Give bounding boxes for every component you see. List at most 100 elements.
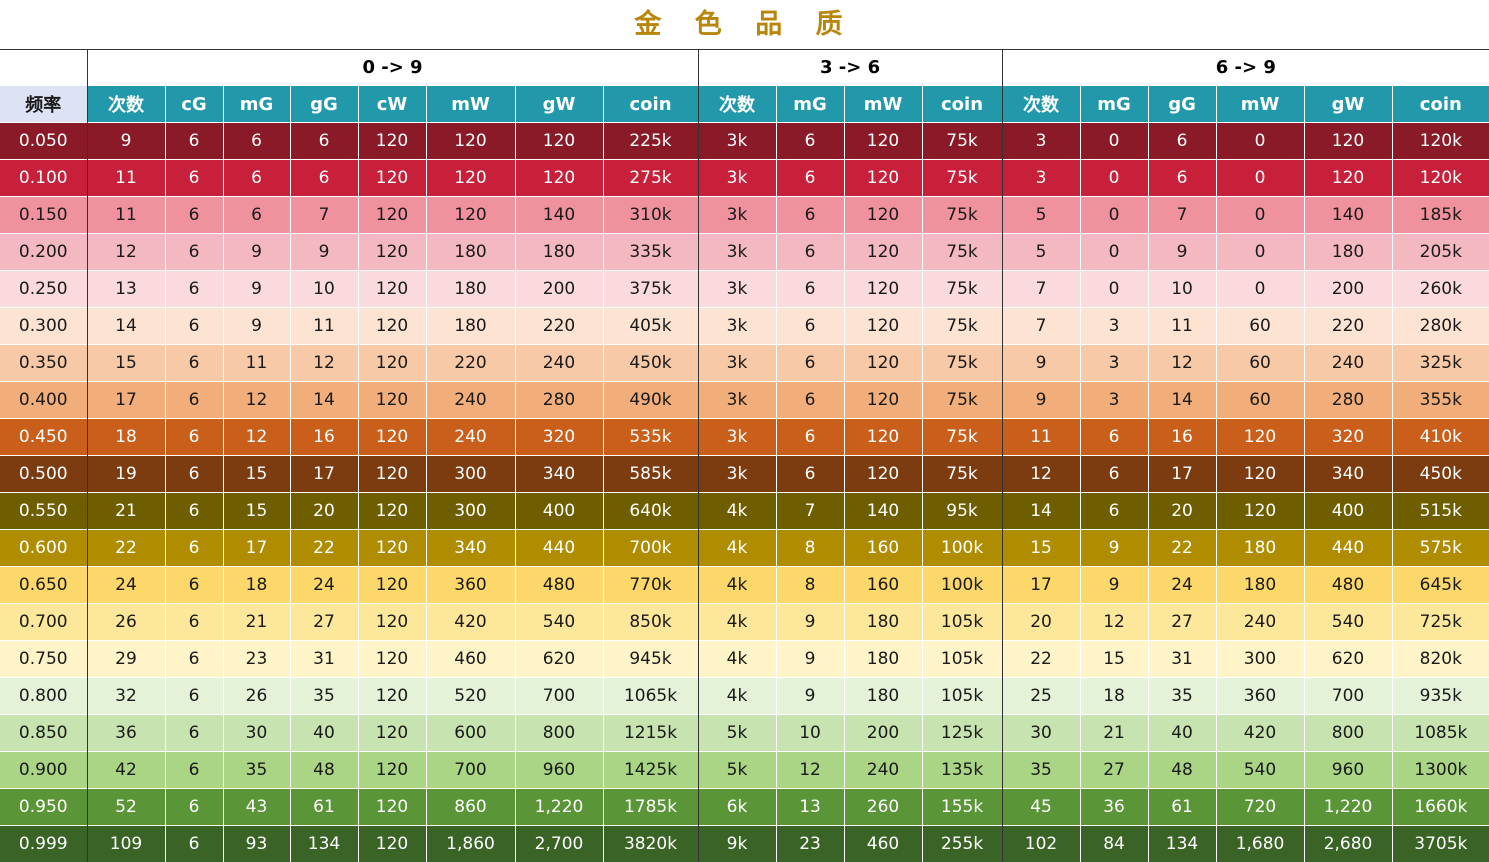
table-cell: 6 [1148, 123, 1216, 160]
table-cell: 75k [922, 271, 1002, 308]
table-cell: 18 [87, 419, 165, 456]
table-cell: 17 [290, 456, 358, 493]
table-cell: 6 [776, 197, 844, 234]
table-cell: 3k [698, 197, 776, 234]
rate-cell: 0.350 [0, 345, 87, 382]
table-cell: 25 [1002, 678, 1080, 715]
table-cell: 120 [844, 271, 922, 308]
table-cell: 2,700 [515, 826, 603, 862]
table-cell: 850k [603, 604, 698, 641]
table-cell: 120 [358, 345, 426, 382]
table-cell: 18 [1080, 678, 1148, 715]
table-cell: 3k [698, 234, 776, 271]
table-cell: 6 [223, 123, 290, 160]
column-header: 次数 [698, 86, 776, 123]
table-cell: 0 [1216, 160, 1304, 197]
table-cell: 2,680 [1304, 826, 1392, 862]
table-cell: 6 [290, 160, 358, 197]
table-cell: 160 [844, 567, 922, 604]
table-cell: 9 [1148, 234, 1216, 271]
table-cell: 9 [223, 271, 290, 308]
table-cell: 140 [515, 197, 603, 234]
table-cell: 120 [844, 456, 922, 493]
table-cell: 43 [223, 789, 290, 826]
table-cell: 7 [1002, 271, 1080, 308]
table-cell: 340 [515, 456, 603, 493]
table-cell: 225k [603, 123, 698, 160]
table-cell: 14 [87, 308, 165, 345]
table-cell: 120 [358, 678, 426, 715]
table-cell: 200 [844, 715, 922, 752]
table-cell: 480 [515, 567, 603, 604]
table-cell: 4k [698, 678, 776, 715]
table-cell: 9 [776, 641, 844, 678]
rate-cell: 0.800 [0, 678, 87, 715]
table-cell: 10 [290, 271, 358, 308]
table-cell: 1,680 [1216, 826, 1304, 862]
table-cell: 120 [844, 345, 922, 382]
table-cell: 3 [1002, 123, 1080, 160]
table-cell: 134 [290, 826, 358, 862]
corner-cell [0, 50, 87, 86]
table-cell: 3 [1080, 308, 1148, 345]
table-cell: 300 [426, 456, 515, 493]
table-cell: 120 [358, 567, 426, 604]
table-cell: 6 [165, 197, 223, 234]
table-cell: 440 [1304, 530, 1392, 567]
table-cell: 6 [165, 530, 223, 567]
table-cell: 6 [165, 678, 223, 715]
group-label-3-6: 3 -> 6 [698, 50, 1002, 86]
table-cell: 280k [1392, 308, 1489, 345]
table-cell: 120 [358, 789, 426, 826]
table-cell: 280 [1304, 382, 1392, 419]
table-cell: 17 [87, 382, 165, 419]
table-cell: 35 [1002, 752, 1080, 789]
table-cell: 12 [776, 752, 844, 789]
table-cell: 220 [1304, 308, 1392, 345]
table-cell: 120 [358, 197, 426, 234]
rate-column-header: 频率 [0, 86, 87, 123]
table-cell: 240 [1216, 604, 1304, 641]
table-cell: 60 [1216, 308, 1304, 345]
table-cell: 6 [776, 308, 844, 345]
table-cell: 300 [1216, 641, 1304, 678]
column-header-row: 频率 次数 cG mG gG cW mW gW coin 次数 mG mW co… [0, 86, 1489, 123]
table-cell: 120 [426, 197, 515, 234]
table-cell: 960 [1304, 752, 1392, 789]
table-cell: 6 [165, 271, 223, 308]
table-cell: 120 [358, 715, 426, 752]
table-cell: 120 [1304, 123, 1392, 160]
table-cell: 6 [165, 752, 223, 789]
table-cell: 340 [426, 530, 515, 567]
table-cell: 375k [603, 271, 698, 308]
table-cell: 180 [1304, 234, 1392, 271]
table-cell: 35 [290, 678, 358, 715]
table-cell: 240 [426, 419, 515, 456]
column-header: coin [603, 86, 698, 123]
table-cell: 24 [1148, 567, 1216, 604]
column-header: cG [165, 86, 223, 123]
table-cell: 11 [290, 308, 358, 345]
table-cell: 5 [1002, 234, 1080, 271]
table-cell: 480 [1304, 567, 1392, 604]
table-cell: 140 [844, 493, 922, 530]
table-cell: 6 [776, 234, 844, 271]
table-cell: 16 [1148, 419, 1216, 456]
table-cell: 9 [223, 234, 290, 271]
table-cell: 3k [698, 382, 776, 419]
table-cell: 6 [165, 604, 223, 641]
table-cell: 75k [922, 123, 1002, 160]
table-cell: 134 [1148, 826, 1216, 862]
table-cell: 12 [87, 234, 165, 271]
table-cell: 120 [844, 234, 922, 271]
table-cell: 320 [1304, 419, 1392, 456]
table-cell: 7 [1148, 197, 1216, 234]
table-cell: 27 [1148, 604, 1216, 641]
table-cell: 120 [358, 530, 426, 567]
